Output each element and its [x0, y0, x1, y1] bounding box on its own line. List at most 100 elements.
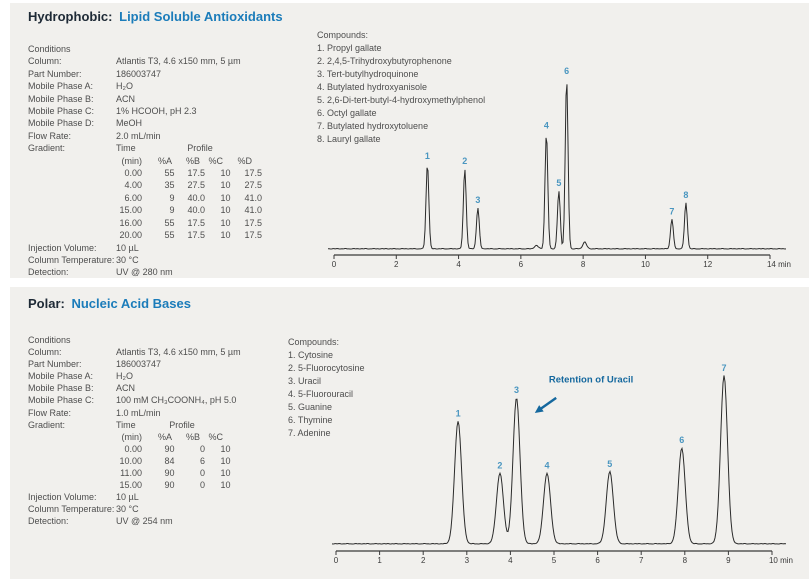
gradient-cell: 16.00 [119, 217, 142, 228]
compound-item: 3. Uracil [288, 376, 322, 386]
x-axis-tick-label: 8 [581, 260, 586, 269]
condition-label: Injection Volume: [28, 242, 97, 253]
gradient-label: Gradient: [28, 143, 66, 154]
condition-value: Atlantis T3, 4.6 x150 mm, 5 µm [116, 347, 241, 358]
gradient-column-header: (min) [121, 431, 143, 442]
condition-label: Detection: [28, 267, 69, 278]
condition-value: 10 µL [116, 492, 139, 503]
condition-label: Mobile Phase A: [28, 371, 94, 382]
condition-value: 1% HCOOH, pH 2.3 [116, 106, 197, 117]
peak-label-1: 1 [425, 151, 430, 161]
condition-value: 30 °C [116, 254, 139, 265]
gradient-cell: 0.00 [124, 443, 142, 454]
gradient-cell: 0 [200, 443, 206, 454]
gradient-cell: 10.00 [119, 455, 142, 466]
condition-row: Column: Atlantis T3, 4.6 x150 mm, 5 µm [28, 346, 318, 358]
gradient-column-header: (min) [121, 155, 143, 166]
gradient-cell: 27.5 [244, 180, 263, 191]
gradient-cell: 40.0 [187, 192, 206, 203]
gradient-cell: 90 [164, 480, 175, 491]
gradient-cell: 6 [200, 455, 206, 466]
x-axis-tick-label: 14 min [767, 260, 791, 269]
condition-row: Column Temperature: 30 °C [28, 503, 318, 515]
condition-value: H₂O [116, 81, 133, 92]
condition-row: Part Number: 186003747 [28, 358, 318, 370]
condition-label: Flow Rate: [28, 130, 72, 141]
condition-row: Mobile Phase B: ACN [28, 382, 318, 394]
condition-value: 30 °C [116, 504, 139, 515]
peak-label-3: 3 [475, 195, 480, 205]
peak-label-5: 5 [607, 459, 612, 469]
gradient-table: Time Profile (min) %A %B %C %D 0.00 55 17.5 … [116, 142, 318, 241]
condition-value: 1.0 mL/min [116, 407, 161, 418]
gradient-block: Gradient: Time Profile (min) %A %B %C 0.00 … [28, 419, 318, 492]
x-axis-tick-label: 4 [508, 556, 513, 565]
gradient-cell: 10 [220, 180, 231, 191]
condition-row: Mobile Phase D: MeOH [28, 117, 318, 129]
condition-row: Column Temperature: 30 °C [28, 254, 318, 266]
gradient-cell: 10 [220, 468, 231, 479]
gradient-row: 15.00 90 0 10 [116, 479, 318, 491]
compounds-list: Compounds: 1. Propyl gallate 2. 2,4,5-Tri… [317, 29, 485, 146]
x-axis-tick-label: 12 [703, 260, 712, 269]
compound-item: 2. 5-Fluorocytosine [288, 363, 365, 373]
x-axis-tick-label: 3 [465, 556, 470, 565]
condition-row: Mobile Phase A: H₂O [28, 80, 318, 92]
peak-label-7: 7 [669, 206, 674, 216]
gradient-cell: 15.00 [119, 480, 142, 491]
condition-row: Mobile Phase C: 100 mM CH₃COONH₄, pH 5.0 [28, 394, 318, 406]
peak-label-1: 1 [456, 408, 461, 418]
compound-item: 4. 5-Fluorouracil [288, 389, 354, 399]
x-axis-tick-label: 6 [519, 260, 524, 269]
annotation-text: Retention of Uracil [549, 375, 633, 386]
section-title-main: Lipid Soluble Antioxidants [119, 9, 283, 24]
gradient-column-header: %C [208, 431, 223, 442]
condition-label: Mobile Phase B: [28, 383, 94, 394]
x-axis-tick-label: 0 [332, 260, 337, 269]
gradient-column-header: %B [185, 155, 200, 166]
compound-item: 5. Guanine [288, 402, 333, 412]
gradient-cell: 15.00 [119, 205, 142, 216]
gradient-cell: 17.5 [187, 217, 206, 228]
condition-label: Mobile Phase D: [28, 118, 95, 129]
gradient-cell: 84 [164, 455, 175, 466]
x-axis-tick-label: 8 [683, 556, 688, 565]
condition-value: 2.0 mL/min [116, 130, 161, 141]
condition-row: Injection Volume: 10 µL [28, 242, 318, 254]
condition-row: Mobile Phase C: 1% HCOOH, pH 2.3 [28, 105, 318, 117]
condition-value: 10 µL [116, 242, 139, 253]
gradient-cell: 17.5 [244, 230, 263, 241]
condition-label: Column Temperature: [28, 504, 115, 515]
x-axis-tick-label: 2 [394, 260, 399, 269]
gradient-row: 0.00 55 17.5 10 17.5 [116, 167, 318, 179]
section-title-category: Hydrophobic: [28, 9, 113, 24]
gradient-cell: 41.0 [244, 205, 263, 216]
condition-value: 186003747 [116, 68, 162, 79]
gradient-cell: 55 [164, 217, 175, 228]
x-axis-tick-label: 6 [595, 556, 600, 565]
compound-item: 8. Lauryl gallate [317, 134, 381, 144]
gradient-row: 4.00 35 27.5 10 27.5 [116, 179, 318, 191]
x-axis-tick-label: 7 [639, 556, 644, 565]
gradient-cell: 41.0 [244, 192, 263, 203]
condition-row: Flow Rate: 2.0 mL/min [28, 130, 318, 142]
conditions-list: Column: Atlantis T3, 4.6 x150 mm, 5 µm P… [28, 346, 318, 419]
condition-value: ACN [116, 93, 136, 104]
gradient-profile-header: Profile [169, 419, 195, 430]
gradient-cell: 17.5 [244, 168, 263, 179]
condition-value: ACN [116, 383, 136, 394]
gradient-profile-header: Profile [187, 143, 213, 154]
peak-label-3: 3 [514, 385, 519, 395]
gradient-cell: 17.5 [187, 168, 206, 179]
gradient-row: 10.00 84 6 10 [116, 455, 318, 467]
peak-label-6: 6 [679, 435, 684, 445]
gradient-cell: 55 [164, 230, 175, 241]
gradient-cell: 10 [220, 168, 231, 179]
condition-row: Part Number: 186003747 [28, 68, 318, 80]
condition-row: Mobile Phase A: H₂O [28, 370, 318, 382]
gradient-cell: 4.00 [124, 180, 142, 191]
x-axis: 0 1 2 3 4 5 6 7 8 9 10 min [334, 550, 793, 565]
gradient-column-header: %C [208, 155, 223, 166]
condition-value: UV @ 280 nm [116, 267, 173, 278]
gradient-time-header: Time [116, 419, 136, 430]
